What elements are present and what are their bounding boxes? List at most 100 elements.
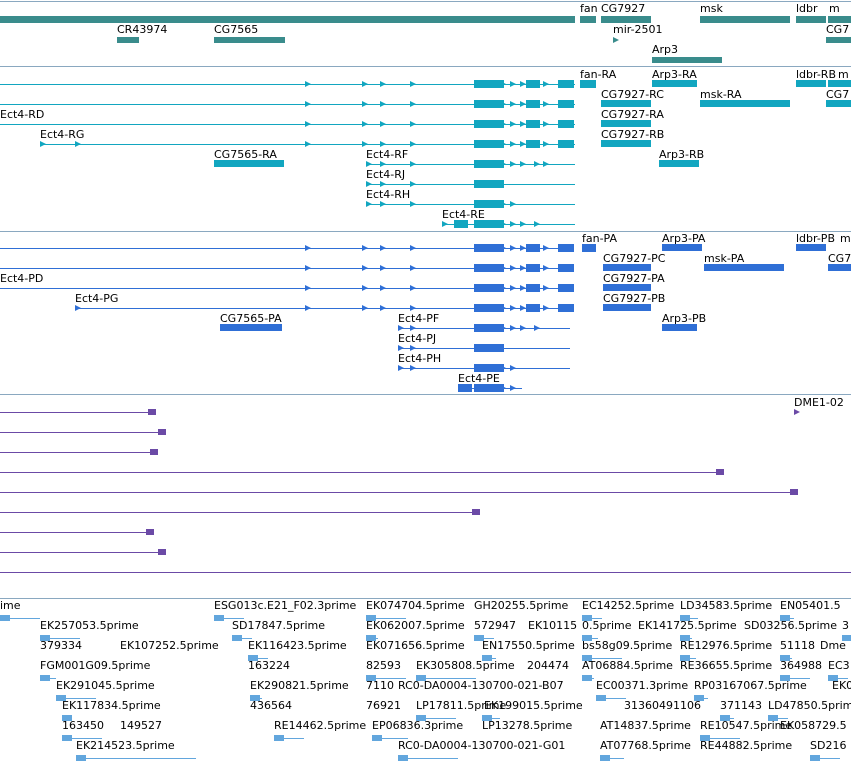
exon-block[interactable] (220, 324, 282, 331)
feature-label[interactable]: CG7 (826, 23, 850, 36)
feature-label[interactable]: m (829, 2, 840, 15)
exon-block[interactable] (601, 140, 651, 147)
feature-label[interactable]: Arp3-PB (662, 312, 707, 325)
feature-label[interactable]: EN17550.5prime (482, 639, 575, 652)
est-block[interactable] (700, 735, 710, 741)
est-block[interactable] (62, 715, 72, 721)
feature-label[interactable]: msk-PA (704, 252, 745, 265)
est-block[interactable] (582, 615, 592, 621)
gene-bar[interactable] (0, 16, 575, 23)
exon-block[interactable] (603, 284, 651, 291)
feature-label[interactable]: SD17847.5prime (232, 619, 325, 632)
est-block[interactable] (780, 655, 790, 661)
gene-bar[interactable] (652, 57, 722, 63)
feature-label[interactable]: Arp3-RA (652, 68, 697, 81)
est-block[interactable] (694, 695, 704, 701)
est-block[interactable] (482, 715, 492, 721)
feature-label[interactable]: 82593 (366, 659, 401, 672)
est-block[interactable] (582, 635, 592, 641)
feature-label[interactable]: 7110 (366, 679, 394, 692)
est-block[interactable] (248, 655, 258, 661)
gene-bar[interactable] (601, 16, 651, 23)
feature-label[interactable]: EK290821.5prime (250, 679, 349, 692)
exon-block[interactable] (526, 80, 540, 88)
feature-label[interactable]: LP13278.5prime (482, 719, 573, 732)
est-block[interactable] (0, 615, 10, 621)
feature-label[interactable]: Arp3-PA (662, 232, 706, 245)
exon-block[interactable] (601, 120, 651, 127)
est-block[interactable] (416, 675, 426, 681)
est-block[interactable] (56, 695, 66, 701)
feature-label[interactable]: fan-RA (580, 68, 617, 81)
est-block[interactable] (828, 675, 838, 681)
feature-label[interactable]: Dme (820, 639, 846, 652)
exon-block[interactable] (474, 80, 504, 88)
feature-label[interactable]: 149527 (120, 719, 162, 732)
feature-label[interactable]: 31360491106 (624, 699, 701, 712)
feature-label[interactable]: EN05401.5 (780, 599, 841, 612)
feature-label[interactable]: GH20255.5prime (474, 599, 569, 612)
exon-block[interactable] (662, 244, 702, 251)
exon-block[interactable] (601, 100, 651, 107)
feature-label[interactable]: RE12976.5prime (680, 639, 773, 652)
est-block[interactable] (596, 695, 606, 701)
exon-block[interactable] (474, 160, 504, 168)
exon-block[interactable] (474, 220, 504, 228)
feature-label[interactable]: Ect4-RJ (366, 168, 406, 181)
feature-label[interactable]: 379334 (40, 639, 82, 652)
est-block[interactable] (582, 655, 592, 661)
feature-label[interactable]: RC0-DA0004-130700-021-B07 (398, 679, 564, 692)
exon-block[interactable] (796, 244, 826, 251)
est-block[interactable] (680, 615, 690, 621)
feature-label[interactable]: mir-2501 (613, 23, 663, 36)
est-block[interactable] (680, 655, 690, 661)
exon-block[interactable] (603, 304, 651, 311)
est-block[interactable] (768, 715, 778, 721)
exon-block[interactable] (474, 284, 504, 292)
gene-bar[interactable] (826, 37, 851, 43)
feature-label[interactable]: EK116423.5prime (248, 639, 347, 652)
feature-label[interactable]: Ect4-RH (366, 188, 411, 201)
feature-label[interactable]: SD216 (810, 739, 847, 752)
exon-block[interactable] (603, 264, 651, 271)
feature-label[interactable]: EK199015.5prime (484, 699, 583, 712)
feature-label[interactable]: EK141725.5prime (638, 619, 737, 632)
est-block[interactable] (40, 635, 50, 641)
feature-label[interactable]: fan-PA (582, 232, 618, 245)
exon-block[interactable] (214, 160, 284, 167)
feature-label[interactable]: EC14252.5prime (582, 599, 675, 612)
exon-block[interactable] (558, 100, 574, 108)
alignment-block[interactable] (158, 429, 166, 435)
est-block[interactable] (40, 675, 50, 681)
feature-label[interactable]: AT14837.5prime (600, 719, 691, 732)
feature-label[interactable]: EK062007.5prime (366, 619, 465, 632)
exon-block[interactable] (526, 304, 540, 312)
exon-block[interactable] (474, 140, 504, 148)
exon-block[interactable] (474, 244, 504, 252)
feature-label[interactable]: Ect4-RG (40, 128, 85, 141)
exon-block[interactable] (652, 80, 697, 87)
exon-block[interactable] (828, 80, 851, 87)
exon-block[interactable] (558, 120, 574, 128)
feature-label[interactable]: EK10115 (528, 619, 578, 632)
est-block[interactable] (372, 735, 382, 741)
feature-label[interactable]: CG7927-RC (601, 88, 664, 101)
est-block[interactable] (366, 675, 376, 681)
exon-block[interactable] (526, 284, 540, 292)
feature-label[interactable]: Ect4-PE (458, 372, 500, 385)
feature-label[interactable]: EK0 (832, 679, 851, 692)
feature-label[interactable]: 3 (842, 619, 849, 632)
exon-block[interactable] (526, 120, 540, 128)
est-block[interactable] (232, 635, 242, 641)
est-block[interactable] (250, 695, 260, 701)
feature-label[interactable]: 436564 (250, 699, 292, 712)
exon-block[interactable] (474, 364, 504, 372)
exon-block[interactable] (526, 264, 540, 272)
exon-block[interactable] (700, 100, 790, 107)
exon-block[interactable] (474, 120, 504, 128)
gene-bar[interactable] (700, 16, 790, 23)
feature-label[interactable]: CG7927-PA (603, 272, 665, 285)
feature-label[interactable]: CG7927-PC (603, 252, 666, 265)
feature-label[interactable]: AT06884.5prime (582, 659, 673, 672)
feature-label[interactable]: LD34583.5prime (680, 599, 773, 612)
